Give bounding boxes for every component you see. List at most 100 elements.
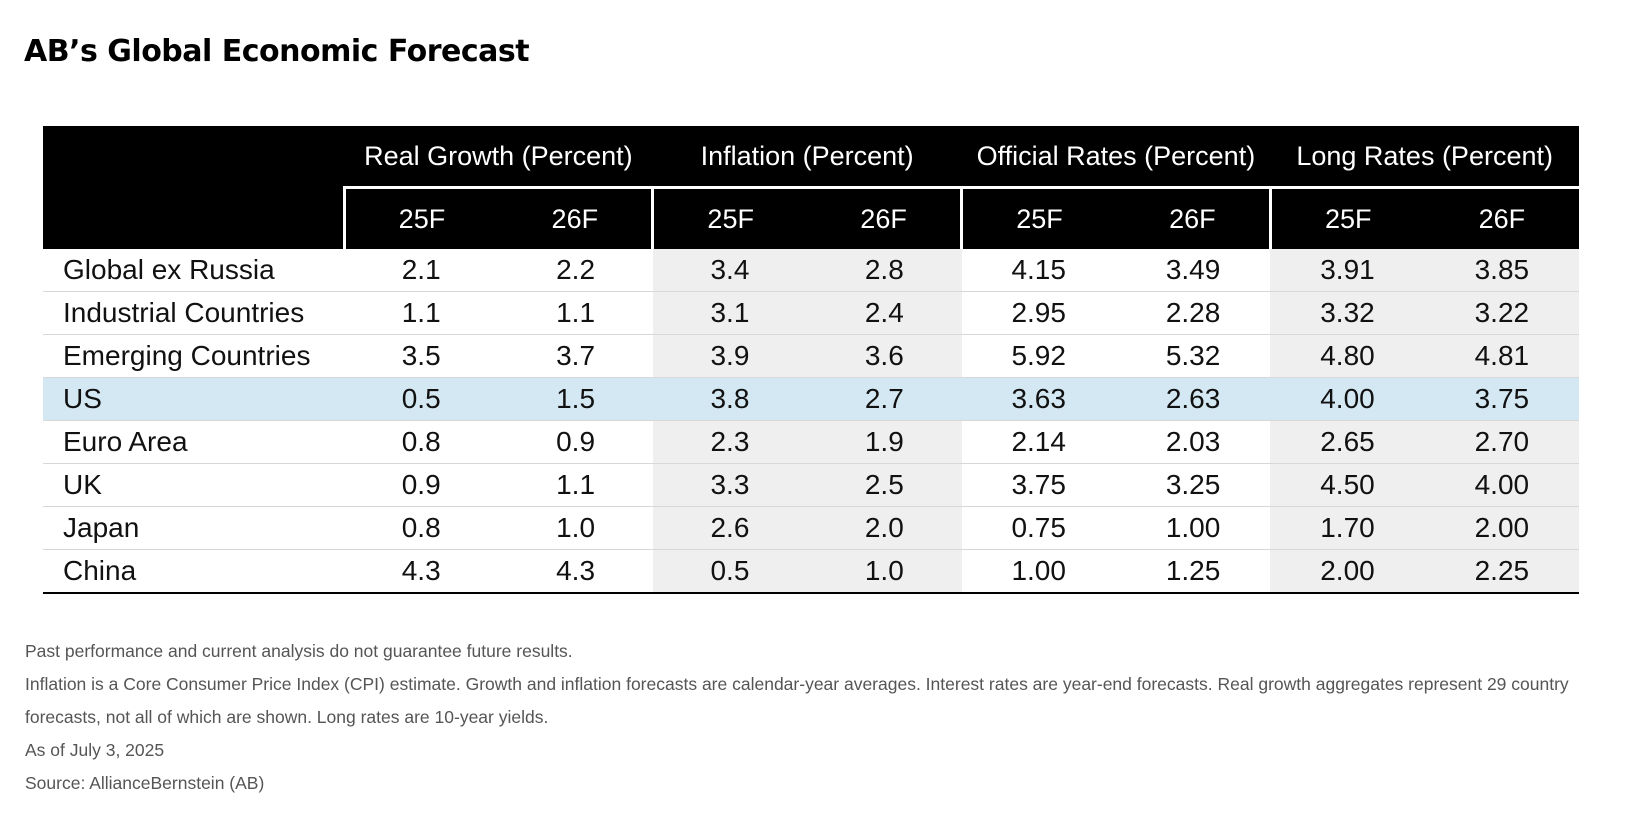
year-header: 25F — [342, 186, 499, 249]
value-cell: 4.50 — [1270, 463, 1425, 507]
row-label: Japan — [43, 506, 344, 550]
value-cell: 1.9 — [807, 420, 962, 464]
value-cell: 3.3 — [652, 463, 808, 507]
value-cell: 4.3 — [344, 549, 499, 594]
value-cell: 3.25 — [1115, 463, 1271, 507]
value-cell: 3.63 — [961, 377, 1116, 421]
value-cell: 1.70 — [1270, 506, 1425, 550]
value-cell: 3.7 — [498, 334, 653, 378]
value-cell: 1.0 — [807, 549, 962, 594]
value-cell: 2.8 — [807, 249, 962, 292]
value-cell: 2.5 — [807, 463, 962, 507]
value-cell: 1.00 — [961, 549, 1116, 594]
value-cell: 2.25 — [1424, 549, 1580, 594]
year-header: 26F — [807, 186, 962, 249]
value-cell: 2.6 — [652, 506, 808, 550]
value-cell: 2.14 — [961, 420, 1116, 464]
value-cell: 2.0 — [807, 506, 962, 550]
table-row: Euro Area 0.8 0.9 2.3 1.9 2.14 2.03 2.65 2.70 — [43, 420, 1580, 464]
value-cell: 2.2 — [498, 249, 653, 292]
value-cell: 3.6 — [807, 334, 962, 378]
forecast-table: Real Growth (Percent) Inflation (Percent)… — [43, 126, 1580, 594]
value-cell: 4.3 — [498, 549, 653, 594]
row-label: Emerging Countries — [43, 334, 344, 378]
value-cell: 2.00 — [1270, 549, 1425, 594]
value-cell: 2.63 — [1115, 377, 1271, 421]
table-row: Industrial Countries 1.1 1.1 3.1 2.4 2.95 2.28… — [43, 291, 1580, 335]
value-cell: 2.1 — [344, 249, 499, 292]
value-cell: 4.80 — [1270, 334, 1425, 378]
value-cell: 0.8 — [344, 420, 499, 464]
value-cell: 4.81 — [1424, 334, 1580, 378]
header-corner — [43, 126, 344, 188]
year-header: 26F — [1424, 186, 1580, 249]
table-row: Emerging Countries 3.5 3.7 3.9 3.6 5.92 5.32 4.… — [43, 334, 1580, 378]
year-header: 25F — [960, 186, 1116, 249]
value-cell: 5.32 — [1115, 334, 1271, 378]
value-cell: 3.32 — [1270, 291, 1425, 335]
value-cell: 0.9 — [498, 420, 653, 464]
row-label: Global ex Russia — [43, 249, 344, 292]
value-cell: 4.00 — [1424, 463, 1580, 507]
value-cell: 2.28 — [1115, 291, 1271, 335]
value-cell: 2.3 — [652, 420, 808, 464]
subheader-row: 25F 26F 25F 26F 25F 26F 25F 26F — [43, 186, 1580, 249]
table-header: Real Growth (Percent) Inflation (Percent)… — [43, 126, 1580, 249]
group-header: Real Growth (Percent) — [344, 126, 653, 188]
value-cell: 3.75 — [961, 463, 1116, 507]
value-cell: 3.75 — [1424, 377, 1580, 421]
year-header: 26F — [498, 186, 653, 249]
value-cell: 4.15 — [961, 249, 1116, 292]
table-row: Japan 0.8 1.0 2.6 2.0 0.75 1.00 1.70 2.00 — [43, 506, 1580, 550]
value-cell: 3.91 — [1270, 249, 1425, 292]
footnotes: Past performance and current analysis do… — [25, 635, 1595, 800]
group-header: Inflation (Percent) — [652, 126, 962, 188]
value-cell: 1.1 — [498, 463, 653, 507]
methodology-note: Inflation is a Core Consumer Price Index… — [25, 674, 1569, 727]
value-cell: 0.5 — [344, 377, 499, 421]
value-cell: 2.70 — [1424, 420, 1580, 464]
year-header: 25F — [1268, 186, 1425, 249]
page-title: AB’s Global Economic Forecast — [24, 34, 530, 69]
table-row: Global ex Russia 2.1 2.2 3.4 2.8 4.15 3.49 3.91… — [43, 249, 1580, 292]
value-cell: 5.92 — [961, 334, 1116, 378]
value-cell: 1.5 — [498, 377, 653, 421]
table-row: UK 0.9 1.1 3.3 2.5 3.75 3.25 4.50 4.00 — [43, 463, 1580, 507]
value-cell: 1.00 — [1115, 506, 1271, 550]
row-label: UK — [43, 463, 344, 507]
value-cell: 3.22 — [1424, 291, 1580, 335]
table-row: US 0.5 1.5 3.8 2.7 3.63 2.63 4.00 3.75 — [43, 377, 1580, 421]
header-corner-lower — [43, 187, 344, 249]
value-cell: 3.85 — [1424, 249, 1580, 292]
row-label: US — [43, 377, 344, 421]
value-cell: 0.9 — [344, 463, 499, 507]
value-cell: 2.95 — [961, 291, 1116, 335]
value-cell: 2.65 — [1270, 420, 1425, 464]
value-cell: 1.1 — [498, 291, 653, 335]
value-cell: 2.00 — [1424, 506, 1580, 550]
value-cell: 3.1 — [652, 291, 808, 335]
value-cell: 1.1 — [344, 291, 499, 335]
value-cell: 3.49 — [1115, 249, 1271, 292]
value-cell: 2.03 — [1115, 420, 1271, 464]
value-cell: 3.8 — [652, 377, 808, 421]
value-cell: 0.75 — [961, 506, 1116, 550]
row-label: Euro Area — [43, 420, 344, 464]
value-cell: 3.9 — [652, 334, 808, 378]
year-header: 26F — [1115, 186, 1271, 249]
row-label: Industrial Countries — [43, 291, 344, 335]
forecast-table-container: Real Growth (Percent) Inflation (Percent)… — [43, 126, 1580, 594]
table-row: China 4.3 4.3 0.5 1.0 1.00 1.25 2.00 2.25 — [43, 549, 1580, 594]
value-cell: 3.4 — [652, 249, 808, 292]
value-cell: 0.5 — [652, 549, 808, 594]
value-cell: 0.8 — [344, 506, 499, 550]
value-cell: 1.0 — [498, 506, 653, 550]
value-cell: 2.7 — [807, 377, 962, 421]
group-header: Long Rates (Percent) — [1270, 126, 1580, 188]
source-note: Source: AllianceBernstein (AB) — [25, 773, 265, 793]
value-cell: 4.00 — [1270, 377, 1425, 421]
row-label: China — [43, 549, 344, 594]
as-of-date: As of July 3, 2025 — [25, 740, 165, 760]
value-cell: 1.25 — [1115, 549, 1271, 594]
value-cell: 3.5 — [344, 334, 499, 378]
